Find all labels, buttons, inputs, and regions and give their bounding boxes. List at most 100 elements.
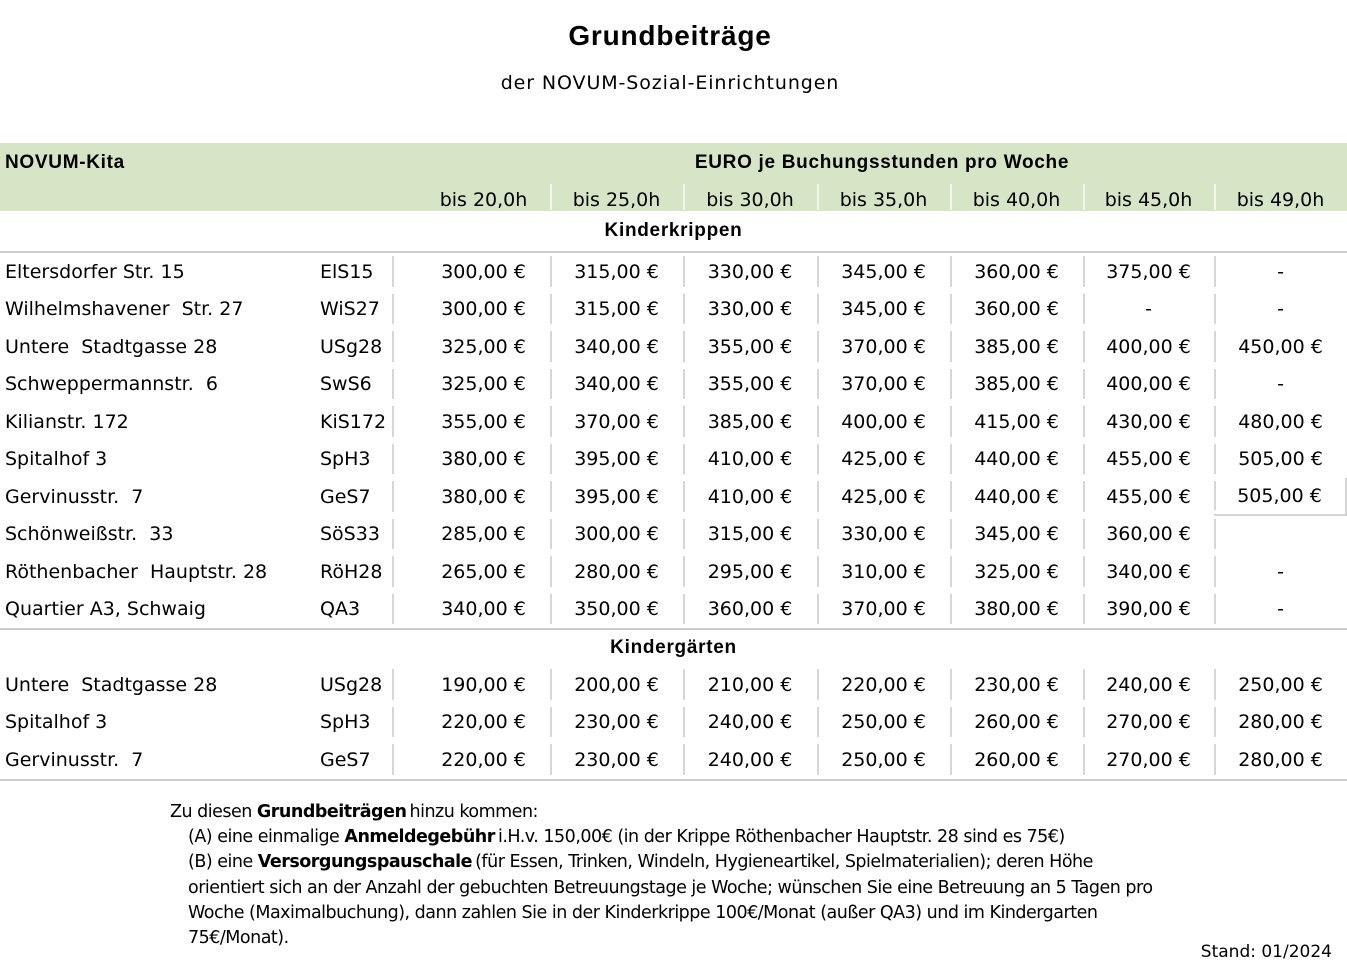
price-cell: 395,00 € bbox=[550, 478, 683, 516]
price-cell: 400,00 € bbox=[817, 403, 950, 441]
price-cell: 315,00 € bbox=[550, 253, 683, 291]
spacer-cell bbox=[392, 516, 417, 554]
price-cell: 400,00 € bbox=[1083, 328, 1214, 366]
corner-label: NOVUM-Kita bbox=[5, 152, 125, 173]
price-cell: 310,00 € bbox=[817, 553, 950, 591]
table-row: Schönweißstr. 33 SöS33 285,00 € 300,00 €315… bbox=[0, 516, 1347, 554]
facility-name: Spitalhof 3 bbox=[5, 448, 108, 471]
facility-code: WiS27 bbox=[320, 298, 380, 321]
spacer-cell bbox=[392, 741, 417, 779]
price-cell: 220,00 € bbox=[441, 711, 526, 734]
price-cell: 480,00 € bbox=[1214, 403, 1347, 441]
facility-code: ElS15 bbox=[320, 260, 374, 283]
hour-column-header: bis 35,0h bbox=[817, 183, 950, 211]
section-header: Kindergärten bbox=[0, 628, 1347, 666]
price-cell: 345,00 € bbox=[817, 253, 950, 291]
hour-column-header: bis 20,0h bbox=[439, 188, 528, 211]
price-cell: - bbox=[1214, 366, 1347, 404]
price-cell: 280,00 € bbox=[1214, 704, 1347, 742]
price-cell: 230,00 € bbox=[550, 741, 683, 779]
price-cell: 340,00 € bbox=[550, 328, 683, 366]
price-cell: 280,00 € bbox=[1214, 741, 1347, 779]
price-cell: 210,00 € bbox=[683, 666, 817, 704]
spacer-cell bbox=[392, 403, 417, 441]
price-cell: 355,00 € bbox=[683, 328, 817, 366]
price-cell: 330,00 € bbox=[817, 516, 950, 554]
price-cell: 385,00 € bbox=[683, 403, 817, 441]
price-cell: 425,00 € bbox=[817, 478, 950, 516]
table-row: Schweppermannstr. 6 SwS6 325,00 €340,00 €3… bbox=[0, 366, 1347, 404]
price-cell: 300,00 € bbox=[550, 516, 683, 554]
price-cell: 375,00 € bbox=[1083, 253, 1214, 291]
facility-name: Kilianstr. 172 bbox=[5, 410, 129, 433]
facility-code: GeS7 bbox=[320, 748, 371, 771]
price-cell: 360,00 € bbox=[1083, 516, 1214, 554]
note-line: 75€/Monat). bbox=[170, 926, 1153, 951]
price-cell: 325,00 € bbox=[950, 553, 1083, 591]
facility-name: Spitalhof 3 bbox=[5, 711, 108, 734]
facility-name: Gervinusstr. 7 bbox=[5, 485, 144, 508]
spacer-cell bbox=[392, 553, 417, 591]
facility-name: Quartier A3, Schwaig bbox=[5, 598, 206, 621]
price-cell: 330,00 € bbox=[683, 253, 817, 291]
note-text: i.H.v. 150,00€ (in der Krippe Röthenbach… bbox=[492, 827, 1065, 848]
spacer-cell bbox=[392, 366, 417, 404]
facility-name: Eltersdorfer Str. 15 bbox=[5, 260, 185, 283]
price-cell: 400,00 € bbox=[1083, 366, 1214, 404]
note-line: orientiert sich an der Anzahl der gebuch… bbox=[170, 876, 1153, 901]
notes: Zu diesen Grundbeiträgen hinzu kommen: (A… bbox=[170, 800, 1153, 951]
price-cell: 265,00 € bbox=[441, 560, 526, 583]
price-cell: 250,00 € bbox=[1214, 666, 1347, 704]
price-cell: - bbox=[1214, 553, 1347, 591]
hour-header-spacer bbox=[0, 183, 417, 211]
price-cell: 260,00 € bbox=[950, 741, 1083, 779]
hour-column-header: bis 30,0h bbox=[683, 183, 817, 211]
table-row: Untere Stadtgasse 28 USg28 190,00 € 200,00 … bbox=[0, 666, 1347, 704]
facility-code: SpH3 bbox=[320, 711, 371, 734]
facility-name: Gervinusstr. 7 bbox=[5, 748, 144, 771]
spacer-cell bbox=[392, 291, 417, 329]
table-row: Wilhelmshavener Str. 27 WiS27 300,00 € 315,… bbox=[0, 291, 1347, 329]
price-cell: 285,00 € bbox=[441, 523, 526, 546]
price-cell: 355,00 € bbox=[441, 410, 526, 433]
spacer-cell bbox=[392, 441, 417, 479]
price-cell: 325,00 € bbox=[441, 335, 526, 358]
price-cell: 340,00 € bbox=[550, 366, 683, 404]
price-cell bbox=[1214, 516, 1347, 554]
note-text: hinzu kommen: bbox=[404, 802, 538, 822]
table-row: Kilianstr. 172 KiS172 355,00 € 370,00 €385,… bbox=[0, 403, 1347, 441]
euro-header: EURO je Buchungsstunden pro Woche bbox=[694, 152, 1070, 173]
price-cell: - bbox=[1214, 591, 1347, 629]
price-cell: 340,00 € bbox=[1083, 553, 1214, 591]
price-cell: 360,00 € bbox=[683, 591, 817, 629]
table-row: Eltersdorfer Str. 15 ElS15 300,00 € 315,00 … bbox=[0, 253, 1347, 291]
table-row: Gervinusstr. 7 GeS7 380,00 € 395,00 €410,00… bbox=[0, 478, 1347, 516]
price-cell: 360,00 € bbox=[950, 291, 1083, 329]
note-text: 75€/Monat). bbox=[188, 928, 289, 949]
price-cell: 370,00 € bbox=[817, 328, 950, 366]
price-cell: 385,00 € bbox=[950, 366, 1083, 404]
facility-code: QA3 bbox=[320, 598, 361, 621]
price-cell: 395,00 € bbox=[550, 441, 683, 479]
price-cell: - bbox=[1214, 253, 1347, 291]
price-cell: 410,00 € bbox=[683, 441, 817, 479]
facility-code: KiS172 bbox=[320, 410, 387, 433]
note-bold-text: Versorgungspauschale bbox=[257, 852, 473, 873]
stand-label: Stand: 01/2024 bbox=[1200, 942, 1332, 962]
price-cell: 280,00 € bbox=[550, 553, 683, 591]
facility-code: USg28 bbox=[320, 335, 383, 358]
price-cell: 295,00 € bbox=[683, 553, 817, 591]
spacer-cell bbox=[392, 666, 417, 704]
price-cell: 315,00 € bbox=[550, 291, 683, 329]
price-cell: 240,00 € bbox=[683, 704, 817, 742]
price-cell: 440,00 € bbox=[950, 478, 1083, 516]
spacer-cell bbox=[392, 478, 417, 516]
price-cell: 345,00 € bbox=[950, 516, 1083, 554]
price-cell: 190,00 € bbox=[441, 673, 526, 696]
price-cell: 380,00 € bbox=[441, 448, 526, 471]
table-header-row-1: NOVUM-Kita EURO je Buchungsstunden pro W… bbox=[0, 143, 1347, 183]
price-cell: 250,00 € bbox=[817, 704, 950, 742]
price-cell: 340,00 € bbox=[441, 598, 526, 621]
spacer-cell bbox=[392, 704, 417, 742]
